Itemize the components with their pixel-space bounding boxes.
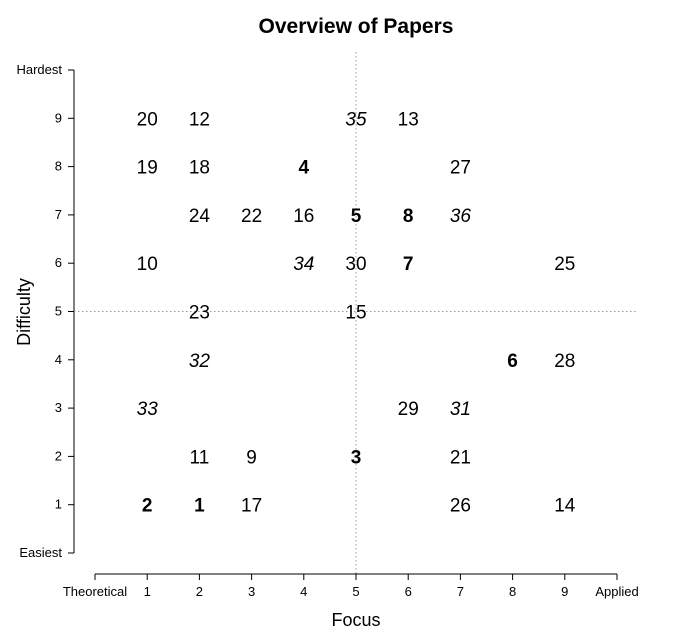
y-axis: Easiest 1 2 3 4 5 6 7 8 9 Hardest [16, 62, 75, 560]
paper-point-label: 13 [398, 109, 419, 130]
y-tick-label: 5 [55, 304, 62, 319]
x-tick-label: 5 [352, 584, 359, 599]
paper-point-label: 26 [450, 496, 471, 517]
y-tick-label: 4 [55, 352, 62, 367]
y-tick-label: 8 [55, 159, 62, 174]
paper-point-label: 3 [351, 447, 362, 468]
x-tick-label: Applied [595, 584, 638, 599]
paper-point-label: 1 [194, 496, 205, 517]
paper-point-label: 8 [403, 206, 414, 227]
paper-point-label: 22 [241, 206, 262, 227]
y-tick-label: 6 [55, 255, 62, 270]
y-tick-label: Easiest [19, 545, 62, 560]
paper-point-label: 29 [398, 399, 419, 420]
x-tick-label: 2 [196, 584, 203, 599]
y-tick-label: 3 [55, 400, 62, 415]
y-tick-label: 7 [55, 207, 62, 222]
paper-point-label: 32 [189, 351, 211, 372]
paper-point-label: 23 [189, 303, 210, 324]
chart-title: Overview of Papers [259, 15, 454, 38]
x-tick-label: 3 [248, 584, 255, 599]
x-tick-label: 9 [561, 584, 568, 599]
paper-point-label: 9 [246, 447, 257, 468]
paper-point-label: 5 [351, 206, 362, 227]
x-axis-title: Focus [331, 610, 380, 630]
paper-point-label: 33 [137, 399, 159, 420]
paper-point-label: 31 [450, 399, 471, 420]
paper-point-label: 15 [345, 303, 366, 324]
paper-point-label: 34 [293, 254, 314, 275]
x-tick-label: 7 [457, 584, 464, 599]
y-tick-label: 2 [55, 448, 62, 463]
y-tick-label: 9 [55, 110, 62, 125]
paper-point-label: 28 [554, 351, 575, 372]
x-tick-label: 4 [300, 584, 307, 599]
y-tick-label: 1 [55, 497, 62, 512]
paper-point-label: 14 [554, 496, 576, 517]
paper-point-label: 30 [345, 254, 366, 275]
paper-point-label: 16 [293, 206, 314, 227]
paper-point-label: 35 [345, 109, 367, 130]
paper-point-label: 18 [189, 158, 210, 179]
paper-point-label: 25 [554, 254, 575, 275]
paper-point-label: 19 [137, 158, 158, 179]
x-axis-ticks: Theoretical 1 2 3 4 5 6 7 8 9 Applied [63, 574, 639, 599]
paper-point-label: 4 [299, 158, 310, 179]
paper-point-label: 24 [189, 206, 211, 227]
paper-point-label: 12 [189, 109, 210, 130]
paper-point-label: 11 [190, 447, 210, 468]
paper-point-label: 20 [137, 109, 158, 130]
paper-point-label: 7 [403, 254, 414, 275]
paper-point-label: 17 [241, 496, 262, 517]
x-axis: Theoretical 1 2 3 4 5 6 7 8 9 Applied [63, 573, 639, 599]
y-tick-label: Hardest [16, 62, 62, 77]
paper-point-label: 6 [507, 351, 518, 372]
y-axis-title: Difficulty [14, 278, 34, 346]
x-tick-label: 8 [509, 584, 516, 599]
x-tick-label: 6 [405, 584, 412, 599]
y-axis-ticks: Easiest 1 2 3 4 5 6 7 8 9 Hardest [16, 62, 74, 560]
paper-point-label: 2 [142, 496, 153, 517]
paper-point-label: 36 [450, 206, 472, 227]
paper-point-label: 21 [450, 447, 471, 468]
x-tick-label: Theoretical [63, 584, 127, 599]
paper-point-label: 27 [450, 158, 471, 179]
x-tick-label: 1 [144, 584, 151, 599]
paper-point-label: 10 [137, 254, 158, 275]
